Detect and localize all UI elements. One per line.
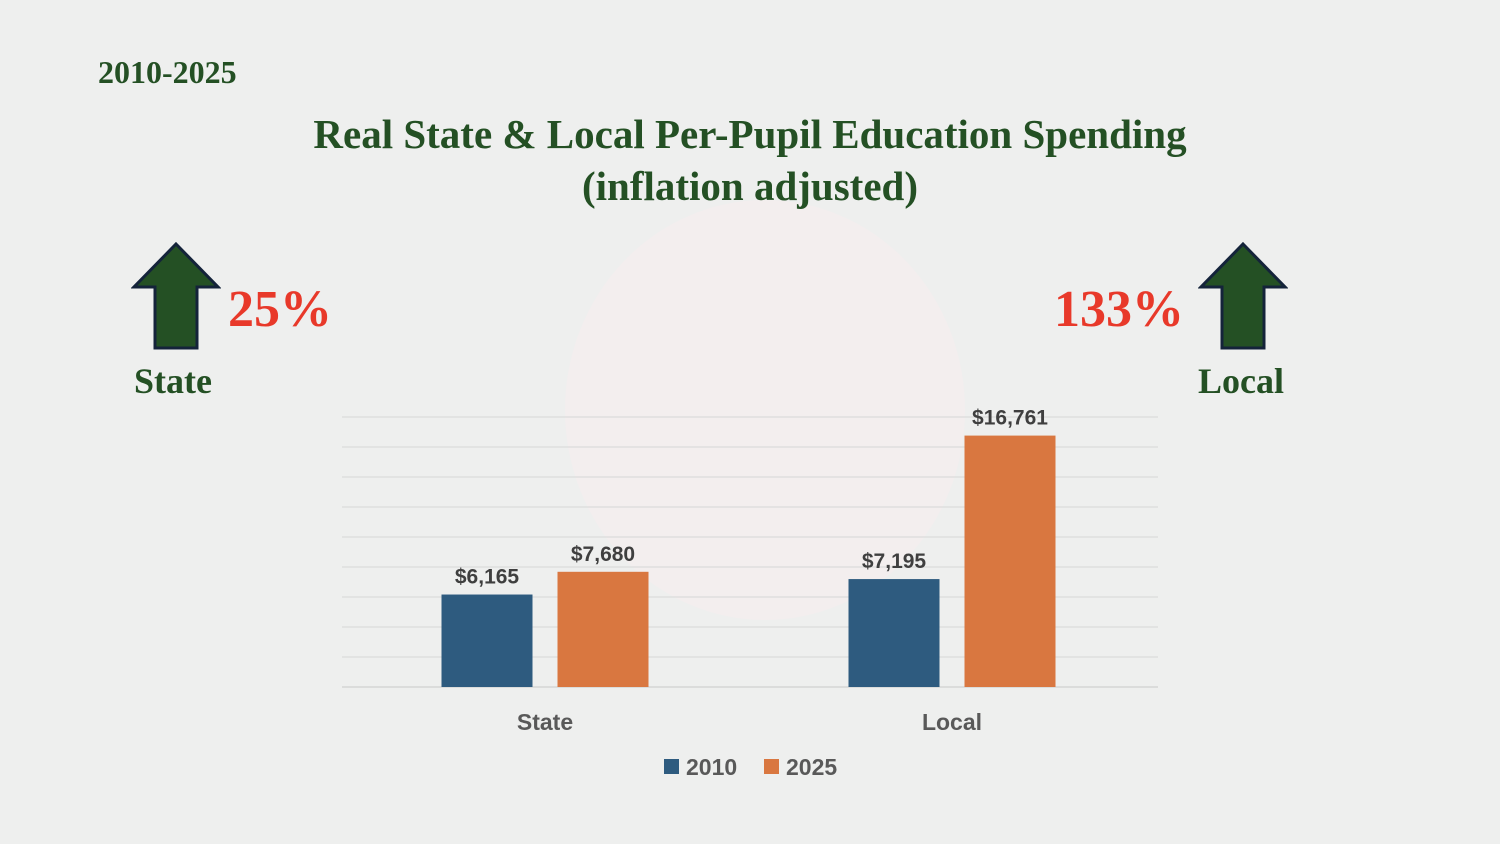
page-title: Real State & Local Per-Pupil Education S… [0, 108, 1500, 212]
data-label: $7,195 [862, 550, 927, 573]
bar-local-2025 [964, 435, 1056, 687]
bar-state-2010 [441, 594, 533, 687]
legend-swatch-2025 [764, 759, 779, 774]
legend-swatch-2010 [664, 759, 679, 774]
legend-label-2025: 2025 [786, 754, 837, 780]
title-line-2: (inflation adjusted) [581, 163, 918, 209]
state-arrow-up-icon [131, 242, 221, 350]
state-label: State [134, 361, 212, 401]
local-arrow-up-icon [1198, 242, 1288, 350]
legend-label-2010: 2010 [686, 754, 737, 780]
bar-local-2010 [848, 579, 940, 687]
bar-state-2025 [557, 571, 649, 687]
period-label: 2010-2025 [98, 54, 237, 90]
x-tick-label: State [517, 709, 573, 735]
data-label: $16,761 [972, 407, 1048, 430]
local-label: Local [1198, 361, 1284, 401]
local-percent: 133% [1054, 281, 1184, 338]
data-label: $6,165 [455, 566, 520, 589]
state-percent: 25% [228, 281, 332, 338]
title-line-1: Real State & Local Per-Pupil Education S… [313, 111, 1187, 157]
data-label: $7,680 [571, 543, 635, 566]
piggy-bank-background [565, 200, 965, 620]
x-tick-label: Local [922, 709, 982, 735]
